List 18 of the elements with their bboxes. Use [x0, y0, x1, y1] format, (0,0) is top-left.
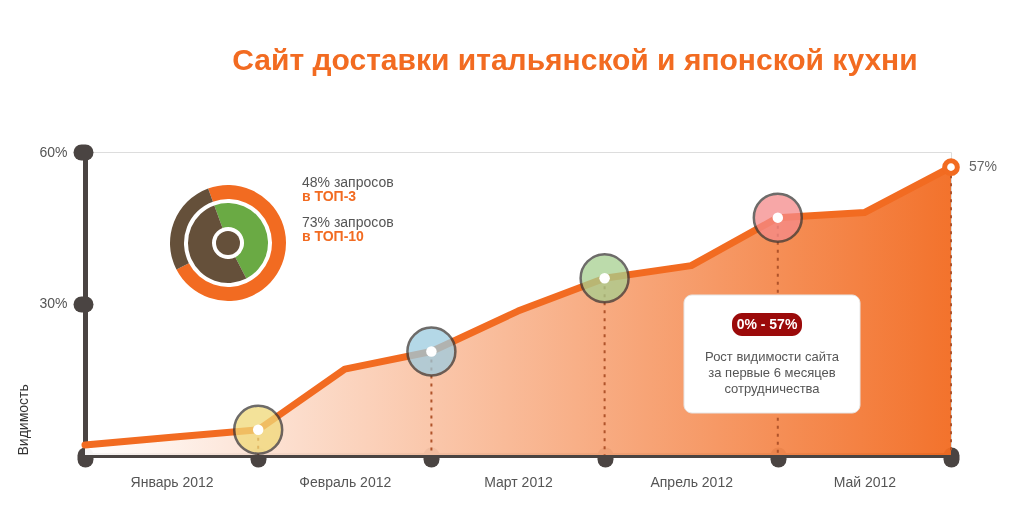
y-axis-title: Видимость [15, 384, 32, 456]
annotation: в ТОП-3 [302, 188, 357, 204]
point [752, 192, 804, 243]
data-label: 57% [969, 158, 998, 175]
chart-title: Сайт доставки итальянской и японской кухни [232, 43, 918, 76]
y-tick-label: 30% [39, 295, 68, 311]
annotation: 73% запросов [302, 214, 394, 230]
y-tick-label: 60% [39, 143, 68, 160]
annotation: 48% запросов [302, 174, 394, 190]
point [579, 253, 630, 304]
x-tick-label: Февраль 2012 [299, 473, 392, 490]
annotation: Рост видимости сайта за первые 6 месяцев сотрудничества [705, 349, 840, 396]
x-tick-label: Апрель 2012 [650, 473, 734, 490]
x-tick-label: Март 2012 [484, 473, 553, 490]
x-tick-label: Май 2012 [833, 473, 897, 490]
point [406, 326, 457, 377]
x-tick-label: Январь 2012 [130, 473, 214, 490]
point [232, 404, 284, 455]
